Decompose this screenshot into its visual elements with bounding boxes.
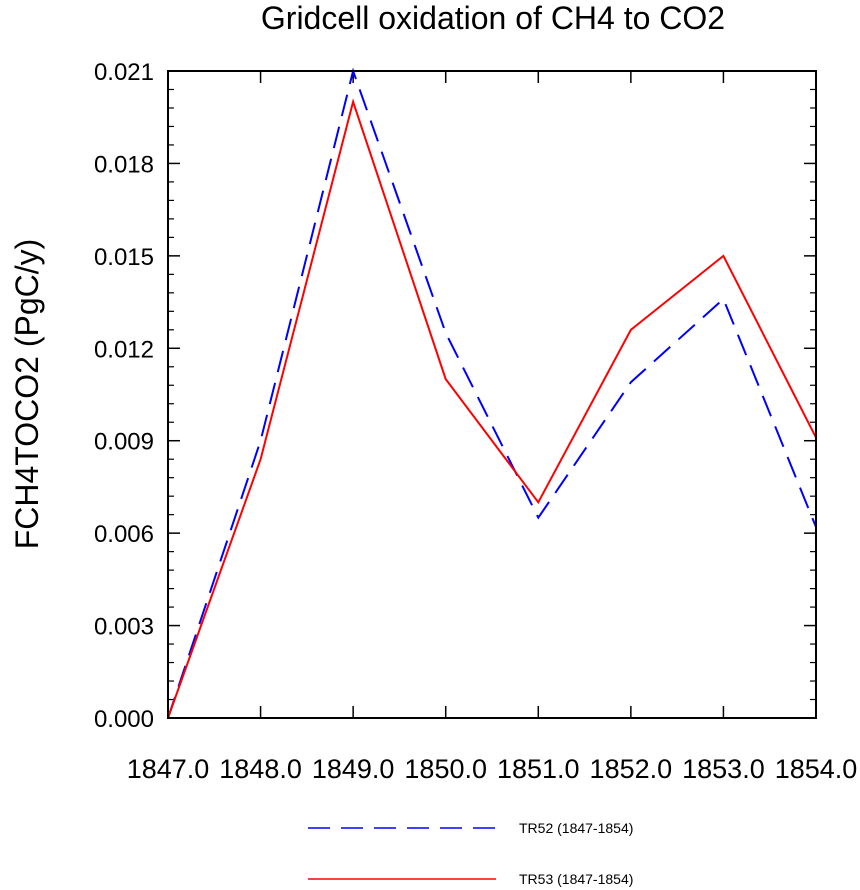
x-tick-label: 1853.0 bbox=[682, 754, 765, 784]
y-tick-label: 0.009 bbox=[94, 429, 154, 456]
y-axis-label: FCH4TOCO2 (PgC/y) bbox=[9, 239, 45, 550]
axis-ticks: 0.000 0.003 0.006 0.009 0.012 0.015 0.018 0.021… bbox=[94, 59, 857, 784]
y-tick-label: 0.015 bbox=[94, 244, 154, 271]
chart-title: Gridcell oxidation of CH4 to CO2 bbox=[261, 0, 725, 36]
legend-label: TR53 (1847-1854) bbox=[519, 871, 633, 887]
x-tick-label: 1851.0 bbox=[497, 754, 580, 784]
x-tick-label: 1852.0 bbox=[590, 754, 673, 784]
x-tick-label: 1848.0 bbox=[219, 754, 302, 784]
y-tick-label: 0.012 bbox=[94, 336, 154, 363]
y-tick-label: 0.006 bbox=[94, 521, 154, 548]
series-line bbox=[167, 98, 817, 719]
x-tick-label: 1849.0 bbox=[312, 754, 395, 784]
y-tick-label: 0.003 bbox=[94, 614, 154, 641]
plot-frame bbox=[167, 70, 817, 719]
legend-label: TR52 (1847-1854) bbox=[519, 820, 633, 836]
series-line bbox=[167, 67, 817, 719]
legend: TR52 (1847-1854) TR53 (1847-1854) bbox=[308, 820, 633, 887]
y-tick-label: 0.021 bbox=[94, 59, 154, 86]
series-lines bbox=[167, 67, 817, 719]
y-tick-label: 0.018 bbox=[94, 151, 154, 178]
x-tick-label: 1847.0 bbox=[127, 754, 210, 784]
x-tick-label: 1854.0 bbox=[775, 754, 858, 784]
y-tick-label: 0.000 bbox=[94, 706, 154, 733]
x-tick-label: 1850.0 bbox=[404, 754, 487, 784]
